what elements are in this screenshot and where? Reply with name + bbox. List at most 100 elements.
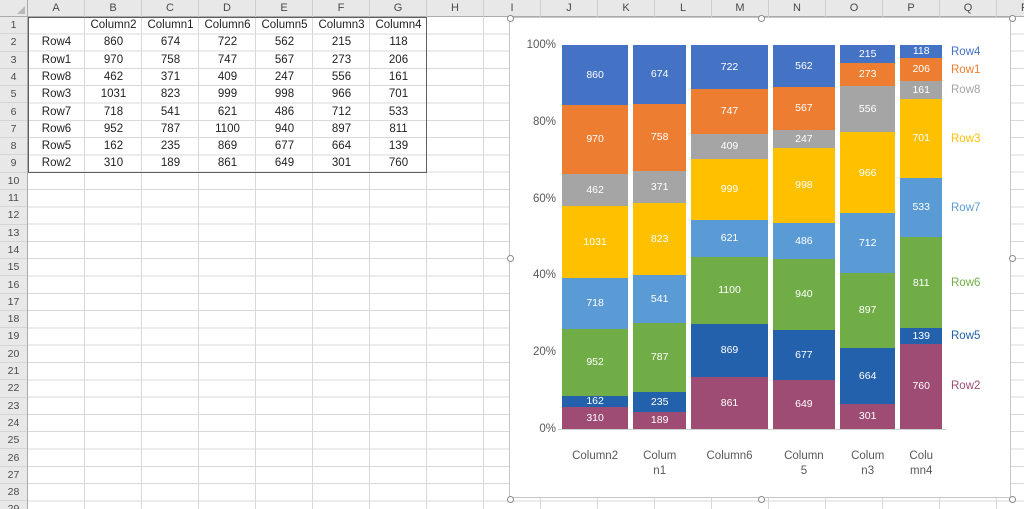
table-value-cell[interactable]: 533 bbox=[388, 105, 409, 118]
bar-segment-Row7[interactable]: 533 bbox=[900, 177, 942, 238]
table-value-cell[interactable]: 701 bbox=[388, 88, 409, 101]
table-value-cell[interactable]: 952 bbox=[103, 122, 124, 135]
bar-segment-Row2[interactable]: 861 bbox=[691, 376, 768, 429]
table-row-label-cell[interactable]: Row7 bbox=[41, 105, 72, 118]
bar-segment-Row5[interactable]: 162 bbox=[562, 395, 629, 408]
row-header-12[interactable]: 12 bbox=[0, 207, 27, 225]
bar-segment-Row8[interactable]: 409 bbox=[691, 134, 768, 159]
table-value-cell[interactable]: 215 bbox=[331, 36, 352, 49]
table-header-cell[interactable]: Column6 bbox=[204, 19, 251, 31]
bar-segment-Row8[interactable]: 371 bbox=[633, 170, 687, 204]
x-axis-category-label[interactable]: Colu mn4 bbox=[909, 450, 934, 477]
column-header-F[interactable]: F bbox=[313, 0, 370, 17]
table-value-cell[interactable]: 273 bbox=[331, 53, 352, 66]
table-header-cell[interactable]: Column3 bbox=[318, 19, 365, 31]
x-axis-category-label[interactable]: Column6 bbox=[706, 450, 753, 462]
bar-segment-Row8[interactable]: 247 bbox=[772, 129, 835, 149]
bar-segment-Row1[interactable]: 747 bbox=[691, 88, 768, 135]
series-name-label-Row5[interactable]: Row5 bbox=[951, 330, 981, 343]
x-axis-category-label[interactable]: Colum n1 bbox=[643, 450, 677, 477]
table-row-label-cell[interactable]: Row5 bbox=[41, 140, 72, 153]
y-axis-tick-label[interactable]: 40% bbox=[532, 269, 556, 282]
bar-segment-Row3[interactable]: 966 bbox=[839, 132, 896, 214]
row-header-1[interactable]: 1 bbox=[0, 17, 27, 35]
row-header-16[interactable]: 16 bbox=[0, 277, 27, 294]
row-header-8[interactable]: 8 bbox=[0, 138, 27, 156]
row-header-6[interactable]: 6 bbox=[0, 104, 27, 121]
column-header-Q[interactable]: Q bbox=[940, 0, 997, 17]
bar-segment-Row5[interactable]: 677 bbox=[772, 329, 835, 381]
table-value-cell[interactable]: 712 bbox=[331, 105, 352, 118]
table-header-cell[interactable]: Column1 bbox=[147, 19, 194, 31]
table-value-cell[interactable]: 541 bbox=[160, 105, 181, 118]
bar-segment-Row8[interactable]: 556 bbox=[839, 85, 896, 133]
x-axis-category-label[interactable]: Column2 bbox=[572, 450, 619, 462]
table-value-cell[interactable]: 677 bbox=[274, 140, 295, 153]
row-header-14[interactable]: 14 bbox=[0, 242, 27, 260]
row-header-7[interactable]: 7 bbox=[0, 121, 27, 139]
chart-object[interactable]: 100% 80% 60% 40% 20% 0% 860 970 462 1031 718 952 16… bbox=[506, 14, 1016, 503]
column-header-L[interactable]: L bbox=[655, 0, 712, 17]
series-name-label-Row3[interactable]: Row3 bbox=[951, 132, 981, 145]
row-header-20[interactable]: 20 bbox=[0, 346, 27, 363]
row-header-24[interactable]: 24 bbox=[0, 415, 27, 433]
row-header-29[interactable]: 29 bbox=[0, 501, 27, 509]
table-value-cell[interactable]: 823 bbox=[160, 88, 181, 101]
row-header-2[interactable]: 2 bbox=[0, 34, 27, 52]
table-value-cell[interactable]: 998 bbox=[274, 88, 295, 101]
table-value-cell[interactable]: 562 bbox=[274, 36, 295, 49]
column-header-H[interactable]: H bbox=[427, 0, 484, 17]
table-value-cell[interactable]: 760 bbox=[388, 157, 409, 170]
selection-handle[interactable] bbox=[1008, 14, 1016, 22]
table-header-cell[interactable]: Column5 bbox=[261, 19, 308, 31]
series-name-label-Row7[interactable]: Row7 bbox=[951, 201, 981, 214]
series-name-label-Row8[interactable]: Row8 bbox=[951, 84, 981, 97]
table-value-cell[interactable]: 940 bbox=[274, 122, 295, 135]
stacked-bar-Column4[interactable]: 118 206 161 701 533 811 139 760 bbox=[900, 45, 942, 429]
table-value-cell[interactable]: 674 bbox=[160, 36, 181, 49]
stacked-bar-Column5[interactable]: 562 567 247 998 486 940 677 649 bbox=[772, 45, 835, 429]
table-row-label-cell[interactable]: Row1 bbox=[41, 53, 72, 66]
column-header-O[interactable]: O bbox=[826, 0, 883, 17]
row-header-13[interactable]: 13 bbox=[0, 225, 27, 242]
column-header-I[interactable]: I bbox=[484, 0, 541, 17]
bar-segment-Row3[interactable]: 999 bbox=[691, 158, 768, 220]
stacked-bar-Column6[interactable]: 722 747 409 999 621 1100 869 861 bbox=[691, 45, 768, 429]
bar-segment-Row1[interactable]: 273 bbox=[839, 63, 896, 86]
bar-segment-Row1[interactable]: 970 bbox=[562, 105, 629, 174]
row-header-26[interactable]: 26 bbox=[0, 450, 27, 467]
table-value-cell[interactable]: 247 bbox=[274, 70, 295, 83]
table-value-cell[interactable]: 189 bbox=[160, 157, 181, 170]
column-header-R[interactable]: R bbox=[997, 0, 1024, 17]
row-header-5[interactable]: 5 bbox=[0, 86, 27, 104]
y-axis-tick-label[interactable]: 60% bbox=[532, 192, 556, 205]
selection-handle[interactable] bbox=[1008, 255, 1016, 262]
table-value-cell[interactable]: 860 bbox=[103, 36, 124, 49]
table-row-label-cell[interactable]: Row6 bbox=[41, 122, 72, 135]
table-row-label-cell[interactable]: Row2 bbox=[41, 157, 72, 170]
column-header-G[interactable]: G bbox=[370, 0, 427, 17]
table-value-cell[interactable]: 567 bbox=[274, 53, 295, 66]
row-header-18[interactable]: 18 bbox=[0, 311, 27, 329]
row-header-19[interactable]: 19 bbox=[0, 328, 27, 346]
column-header-C[interactable]: C bbox=[142, 0, 199, 17]
table-row-label-cell[interactable]: Row3 bbox=[41, 88, 72, 101]
row-header-4[interactable]: 4 bbox=[0, 69, 27, 87]
row-header-25[interactable]: 25 bbox=[0, 432, 27, 450]
bar-segment-Row8[interactable]: 462 bbox=[562, 173, 629, 207]
table-header-cell[interactable]: Column4 bbox=[375, 19, 422, 31]
bar-segment-Row3[interactable]: 823 bbox=[633, 203, 687, 276]
table-value-cell[interactable]: 139 bbox=[388, 140, 409, 153]
bar-segment-Row6[interactable]: 952 bbox=[562, 328, 629, 396]
selection-handle[interactable] bbox=[757, 14, 765, 22]
selection-handle[interactable] bbox=[506, 255, 514, 262]
row-header-3[interactable]: 3 bbox=[0, 52, 27, 69]
x-axis-category-label[interactable]: Colum n3 bbox=[851, 450, 885, 477]
table-value-cell[interactable]: 409 bbox=[217, 70, 238, 83]
stacked-bar-Column3[interactable]: 215 273 556 966 712 897 664 301 bbox=[839, 45, 896, 429]
table-value-cell[interactable]: 966 bbox=[331, 88, 352, 101]
bar-segment-Row6[interactable]: 811 bbox=[900, 237, 942, 329]
bar-segment-Row2[interactable]: 189 bbox=[633, 412, 687, 429]
column-header-D[interactable]: D bbox=[199, 0, 256, 17]
table-value-cell[interactable]: 161 bbox=[388, 70, 409, 83]
